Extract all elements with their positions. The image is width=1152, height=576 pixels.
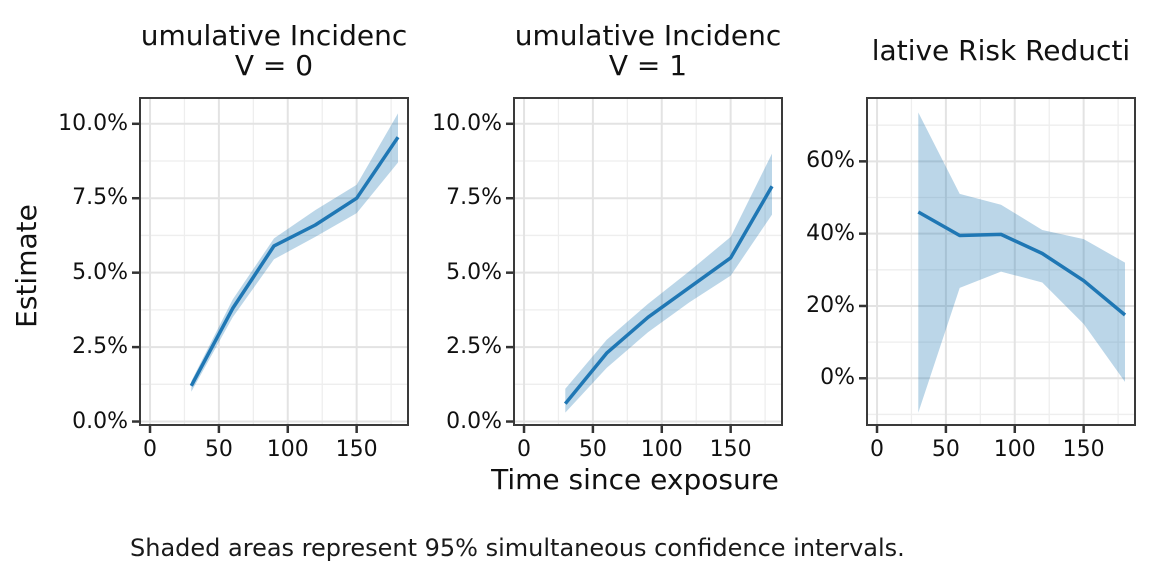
grid-major (513, 97, 783, 426)
y-tick-label: 7.5% (72, 185, 128, 211)
y-tick-label: 0.0% (72, 408, 128, 434)
x-tick-label: 0 (517, 437, 532, 462)
x-tick-label: 50 (204, 437, 233, 462)
panel3-title-block: lative Risk Reducti (866, 19, 1136, 83)
x-tick-label: 100 (266, 437, 309, 462)
y-tick-label: 7.5% (446, 185, 502, 211)
y-tick-label: 5.0% (72, 259, 128, 285)
plot-area (506, 97, 783, 433)
grid-minor (513, 97, 783, 426)
grid-minor (139, 97, 409, 426)
x-axis-label: Time since exposure (491, 463, 779, 496)
panel2-title: umulative Incidenc (514, 19, 782, 52)
y-tick-label: 10.0% (58, 110, 128, 136)
x-tick-label: 150 (1062, 437, 1105, 462)
panel-border (513, 97, 783, 426)
panel-border (866, 97, 1136, 426)
confidence-band (191, 113, 398, 392)
panel3-title: lative Risk Reducti (871, 34, 1131, 67)
axis-ticks (859, 160, 1085, 433)
panel1-title-block: umulative Incidenc V = 0 (139, 19, 409, 83)
axis-ticks (132, 122, 358, 433)
y-axis-label: Estimate (10, 204, 43, 328)
confidence-band (565, 153, 772, 413)
panel1-title: umulative Incidenc (140, 19, 408, 52)
y-tick-label: 20% (806, 292, 855, 318)
panel2-title-block: umulative Incidenc V = 1 (513, 19, 783, 83)
x-tick-label: 150 (709, 437, 752, 462)
estimate-line (917, 210, 1127, 317)
y-tick-label: 40% (806, 220, 855, 246)
x-tick-label: 100 (993, 437, 1036, 462)
x-tick-label: 50 (931, 437, 960, 462)
panel1-subtitle: V = 0 (234, 49, 314, 82)
y-tick-label: 2.5% (72, 334, 128, 360)
y-tick-label: 60% (806, 148, 855, 174)
x-tick-label: 0 (870, 437, 885, 462)
panel-border (139, 97, 409, 426)
x-tick-label: 150 (335, 437, 378, 462)
panel2-subtitle: V = 1 (608, 49, 688, 82)
grid-minor (866, 97, 1136, 426)
confidence-band (918, 112, 1125, 413)
plot-panel-v0: 0.0% 2.5% 5.0% 7.5% 10.0% 0 50 100 150 (58, 97, 409, 462)
estimate-line (189, 136, 400, 387)
plot-area (859, 97, 1136, 433)
plot-area (132, 97, 409, 433)
y-tick-label: 0.0% (446, 408, 502, 434)
plot-panel-rrr: 0% 20% 40% 60% 0 50 100 150 (806, 97, 1136, 462)
estimate-line (563, 185, 774, 405)
x-tick-label: 0 (143, 437, 158, 462)
y-tick-label: 0% (820, 365, 855, 391)
y-tick-label: 5.0% (446, 259, 502, 285)
grid-major (139, 97, 409, 426)
x-tick-label: 50 (578, 437, 607, 462)
grid-major (866, 97, 1136, 426)
figure-caption: Shaded areas represent 95% simultaneous … (130, 534, 905, 562)
y-tick-label: 2.5% (446, 334, 502, 360)
x-tick-label: 100 (640, 437, 683, 462)
axis-ticks (506, 122, 732, 433)
y-tick-label: 10.0% (432, 110, 502, 136)
plot-panel-v1: 0.0% 2.5% 5.0% 7.5% 10.0% 0 50 100 150 (432, 97, 783, 462)
